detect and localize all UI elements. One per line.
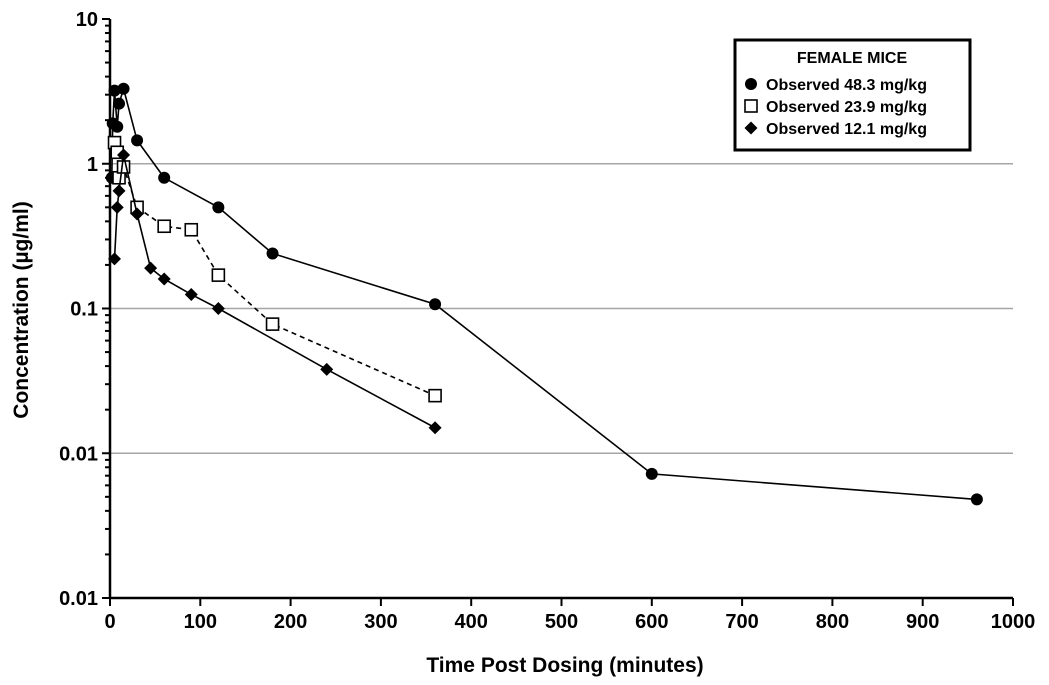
x-axis-title: Time Post Dosing (minutes) [426, 654, 703, 677]
data-point [144, 261, 158, 275]
x-tick-label: 700 [725, 611, 758, 633]
legend-marker [744, 99, 758, 113]
data-point [117, 82, 130, 95]
x-tick-label: 300 [364, 611, 397, 633]
x-tick-label: 900 [906, 611, 939, 633]
data-point [117, 148, 131, 162]
data-point [184, 222, 199, 237]
legend-box [733, 38, 972, 152]
data-point [157, 272, 171, 286]
x-tick-label: 200 [274, 611, 307, 633]
series-1 [105, 82, 983, 506]
legend-title: FEMALE MICE [797, 50, 908, 67]
gridlines [110, 163, 1013, 454]
data-point [108, 252, 122, 266]
data-point [158, 171, 171, 184]
legend-label: Observed 12.1 mg/kg [766, 121, 927, 138]
data-point [266, 247, 279, 260]
data-point [428, 388, 442, 403]
data-series [105, 82, 983, 506]
legend: FEMALE MICE Observed 48.3 mg/kgObserved … [733, 38, 972, 152]
x-tick-label: 1000 [991, 611, 1036, 633]
series-line [113, 154, 436, 429]
legend-label: Observed 48.3 mg/kg [766, 77, 927, 94]
y-tick-label: 10 [76, 9, 98, 31]
data-point [211, 268, 226, 282]
data-point [112, 184, 126, 198]
data-point [212, 201, 225, 214]
data-point [320, 362, 334, 376]
x-tick-label: 800 [816, 611, 849, 633]
y-tick-label: 0.01 [59, 443, 98, 465]
legend-marker [744, 121, 758, 135]
data-point [645, 467, 658, 480]
data-point [428, 421, 442, 435]
data-point [130, 207, 144, 221]
data-point [184, 287, 198, 301]
data-point [211, 302, 225, 315]
y-tick-label: 0.01 [59, 588, 98, 610]
y-tick-label: 0.1 [70, 299, 98, 321]
y-tick-label: 1 [87, 154, 98, 176]
x-tick-label: 0 [104, 611, 115, 633]
data-point [108, 84, 121, 97]
data-point [970, 493, 983, 506]
data-point [113, 97, 126, 110]
y-axis-title: Concentration (µg/ml) [10, 201, 33, 418]
x-tick-label: 100 [184, 611, 217, 633]
legend-entries: Observed 48.3 mg/kg Observed 23.9 mg/kg Ob… [744, 77, 927, 138]
series-3 [108, 148, 442, 435]
data-point [131, 134, 144, 147]
legend-label: Observed 23.9 mg/kg [766, 99, 927, 116]
data-point [265, 317, 280, 331]
data-point [111, 120, 124, 133]
data-point [110, 200, 124, 214]
x-tick-label: 600 [635, 611, 668, 633]
x-tick-label: 400 [455, 611, 488, 633]
x-tick-label: 500 [545, 611, 578, 633]
data-point [429, 298, 442, 311]
data-point [157, 219, 171, 234]
legend-marker [745, 78, 757, 90]
